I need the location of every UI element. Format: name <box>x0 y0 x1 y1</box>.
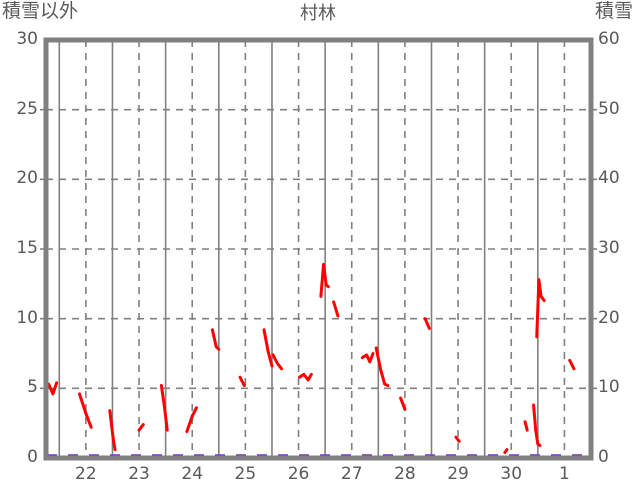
precipitation-series-segment <box>503 448 509 454</box>
precipitation-series-segment <box>77 392 93 429</box>
right-axis-title: 積雪 <box>594 0 633 22</box>
left-axis-tick-label: 15 <box>16 238 38 258</box>
left-axis-tick-label: 30 <box>16 29 38 49</box>
precipitation-series-segment <box>568 358 576 371</box>
precipitation-series-segment <box>47 381 59 396</box>
precipitation-series-segment <box>423 317 431 330</box>
precipitation-series-segment <box>238 375 246 388</box>
axis-ticks <box>40 108 597 390</box>
precipitation-series-segment <box>185 406 198 434</box>
x-axis-tick-label: 22 <box>75 464 97 484</box>
x-axis-tick-label: 26 <box>287 464 310 484</box>
right-axis-tick-labels: 0 10 20 30 40 50 60 <box>598 0 636 501</box>
left-axis-tick-labels: 0 5 10 15 20 25 30 <box>0 0 38 501</box>
precipitation-series-segment <box>298 372 313 382</box>
right-axis-tick-label: 0 <box>598 447 609 467</box>
x-axis-tick-label: 1 <box>558 464 570 484</box>
left-axis-tick-label: 25 <box>16 98 38 119</box>
precipitation-series-segment <box>535 278 546 339</box>
precipitation-series-segment <box>271 353 284 371</box>
x-axis-tick-label: 27 <box>340 464 363 484</box>
right-axis-tick-label: 40 <box>598 168 620 189</box>
x-axis-tick-label: 29 <box>447 464 469 484</box>
x-axis-tick-label: 30 <box>500 464 523 484</box>
x-axis-tick-label: 25 <box>234 464 257 484</box>
right-axis-tick-label: 30 <box>598 238 620 258</box>
precipitation-series-segment <box>210 328 221 351</box>
left-axis-tick-label: 10 <box>16 307 38 328</box>
precipitation-series-segment <box>454 435 461 443</box>
precipitation-series-segment <box>399 396 407 411</box>
plot-frame <box>43 37 594 461</box>
right-axis-tick-label: 10 <box>598 377 620 398</box>
right-axis-tick-label: 60 <box>598 29 620 49</box>
gridlines <box>46 40 591 458</box>
x-axis-tick-label: 24 <box>181 464 204 484</box>
precipitation-series-segment <box>360 352 375 364</box>
precipitation-series-segment <box>523 420 529 432</box>
precipitation-series-segment <box>262 328 274 368</box>
left-axis-tick-label: 5 <box>27 377 38 398</box>
left-axis-tick-label: 0 <box>27 447 38 467</box>
x-axis-tick-labels: 22 23 24 25 26 27 28 29 30 1 <box>0 466 636 496</box>
precipitation-series-segment <box>159 384 169 432</box>
left-axis-title: 積雪以外 <box>2 0 79 22</box>
plot-border <box>43 37 594 461</box>
left-axis-tick-label: 20 <box>16 168 38 189</box>
precipitation-series-segment <box>319 262 330 298</box>
chart-title: 村林 <box>300 3 336 24</box>
precipitation-series-segment <box>374 346 390 388</box>
data-series <box>47 262 590 459</box>
precipitation-series-segment <box>137 423 145 432</box>
precipitation-series-segment <box>332 300 340 318</box>
x-axis-tick-label: 28 <box>394 464 416 484</box>
x-axis-tick-label: 23 <box>128 464 150 484</box>
right-axis-tick-label: 20 <box>598 307 620 328</box>
precipitation-series-segment <box>108 409 117 452</box>
precipitation-series-segment <box>532 403 542 447</box>
right-axis-tick-label: 50 <box>598 98 620 119</box>
